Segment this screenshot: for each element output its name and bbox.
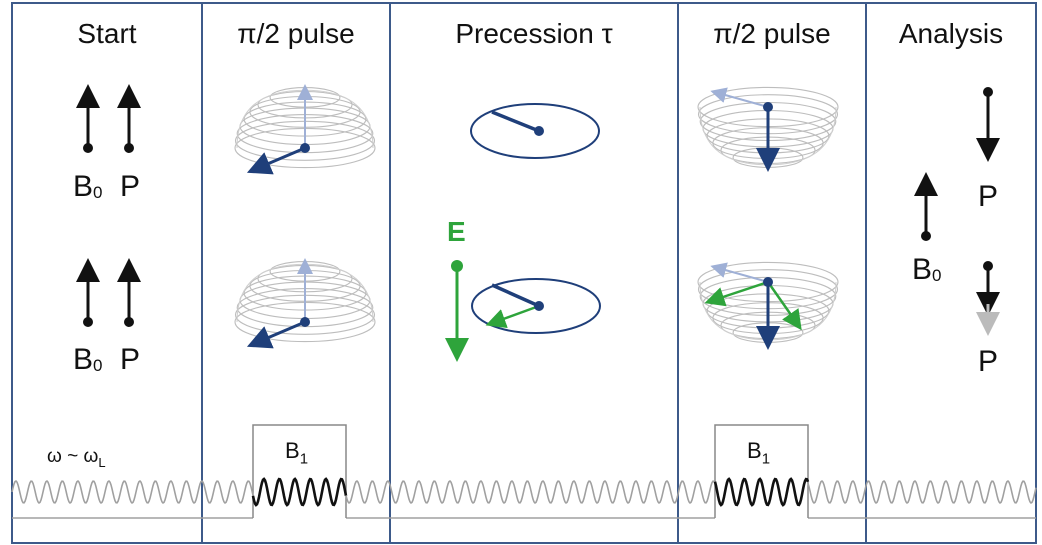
label-b0-start-bottom: B0 [73,343,103,376]
b1-pulse-box-1 [252,424,347,518]
label-b1-pulse-2: B1 [747,438,771,468]
panel-title-pulse-1: π/2 pulse [237,18,355,49]
rf-wave-dark-2 [713,477,810,507]
start-b0-arrow-bottom [76,258,100,327]
spin-vector-pulse1-bottom [246,258,313,349]
spin-vector-precession-top [491,110,544,136]
panel-title-analysis: Analysis [898,18,1004,49]
spin-vector-pulse1-top [246,84,313,175]
outer-frame [11,2,1037,544]
precession-ellipse-top [470,103,600,159]
label-p-start-bottom: P [120,343,141,376]
spin-vector-pulse2-bottom [704,262,802,350]
label-p-start-top: P [120,170,141,203]
rf-wave-light-3 [807,479,1037,505]
analysis-b0-arrow [914,172,938,241]
electric-field-arrow [445,260,469,362]
analysis-p-arrow-bottom [976,261,1000,336]
rf-wave-dark-1 [251,477,348,507]
start-p-arrow-bottom [117,258,141,327]
panel-title-start: Start [77,18,137,49]
panel-title-pulse-2: π/2 pulse [713,18,831,49]
spin-vector-pulse2-top [710,87,780,172]
start-b0-arrow-top [76,84,100,153]
analysis-p-arrow-top [976,87,1000,162]
label-electric-field: E [447,216,466,247]
spin-vector-precession-bottom [485,283,544,328]
start-p-arrow-top [117,84,141,153]
label-omega-larmor: ω ~ ωL [47,446,106,470]
b1-pulse-box-2 [714,424,809,518]
panel-title-precession: Precession τ [455,18,613,49]
label-p-analysis-top: P [978,180,999,213]
rf-wave-light-2 [345,479,716,505]
rf-wave-light-1 [11,479,254,505]
label-b1-pulse-1: B1 [285,438,309,468]
precession-ellipse-bottom [471,278,601,334]
label-b0-start-top: B0 [73,170,103,203]
label-b0-analysis: B0 [912,253,942,286]
label-p-analysis-bottom: P [978,345,999,378]
